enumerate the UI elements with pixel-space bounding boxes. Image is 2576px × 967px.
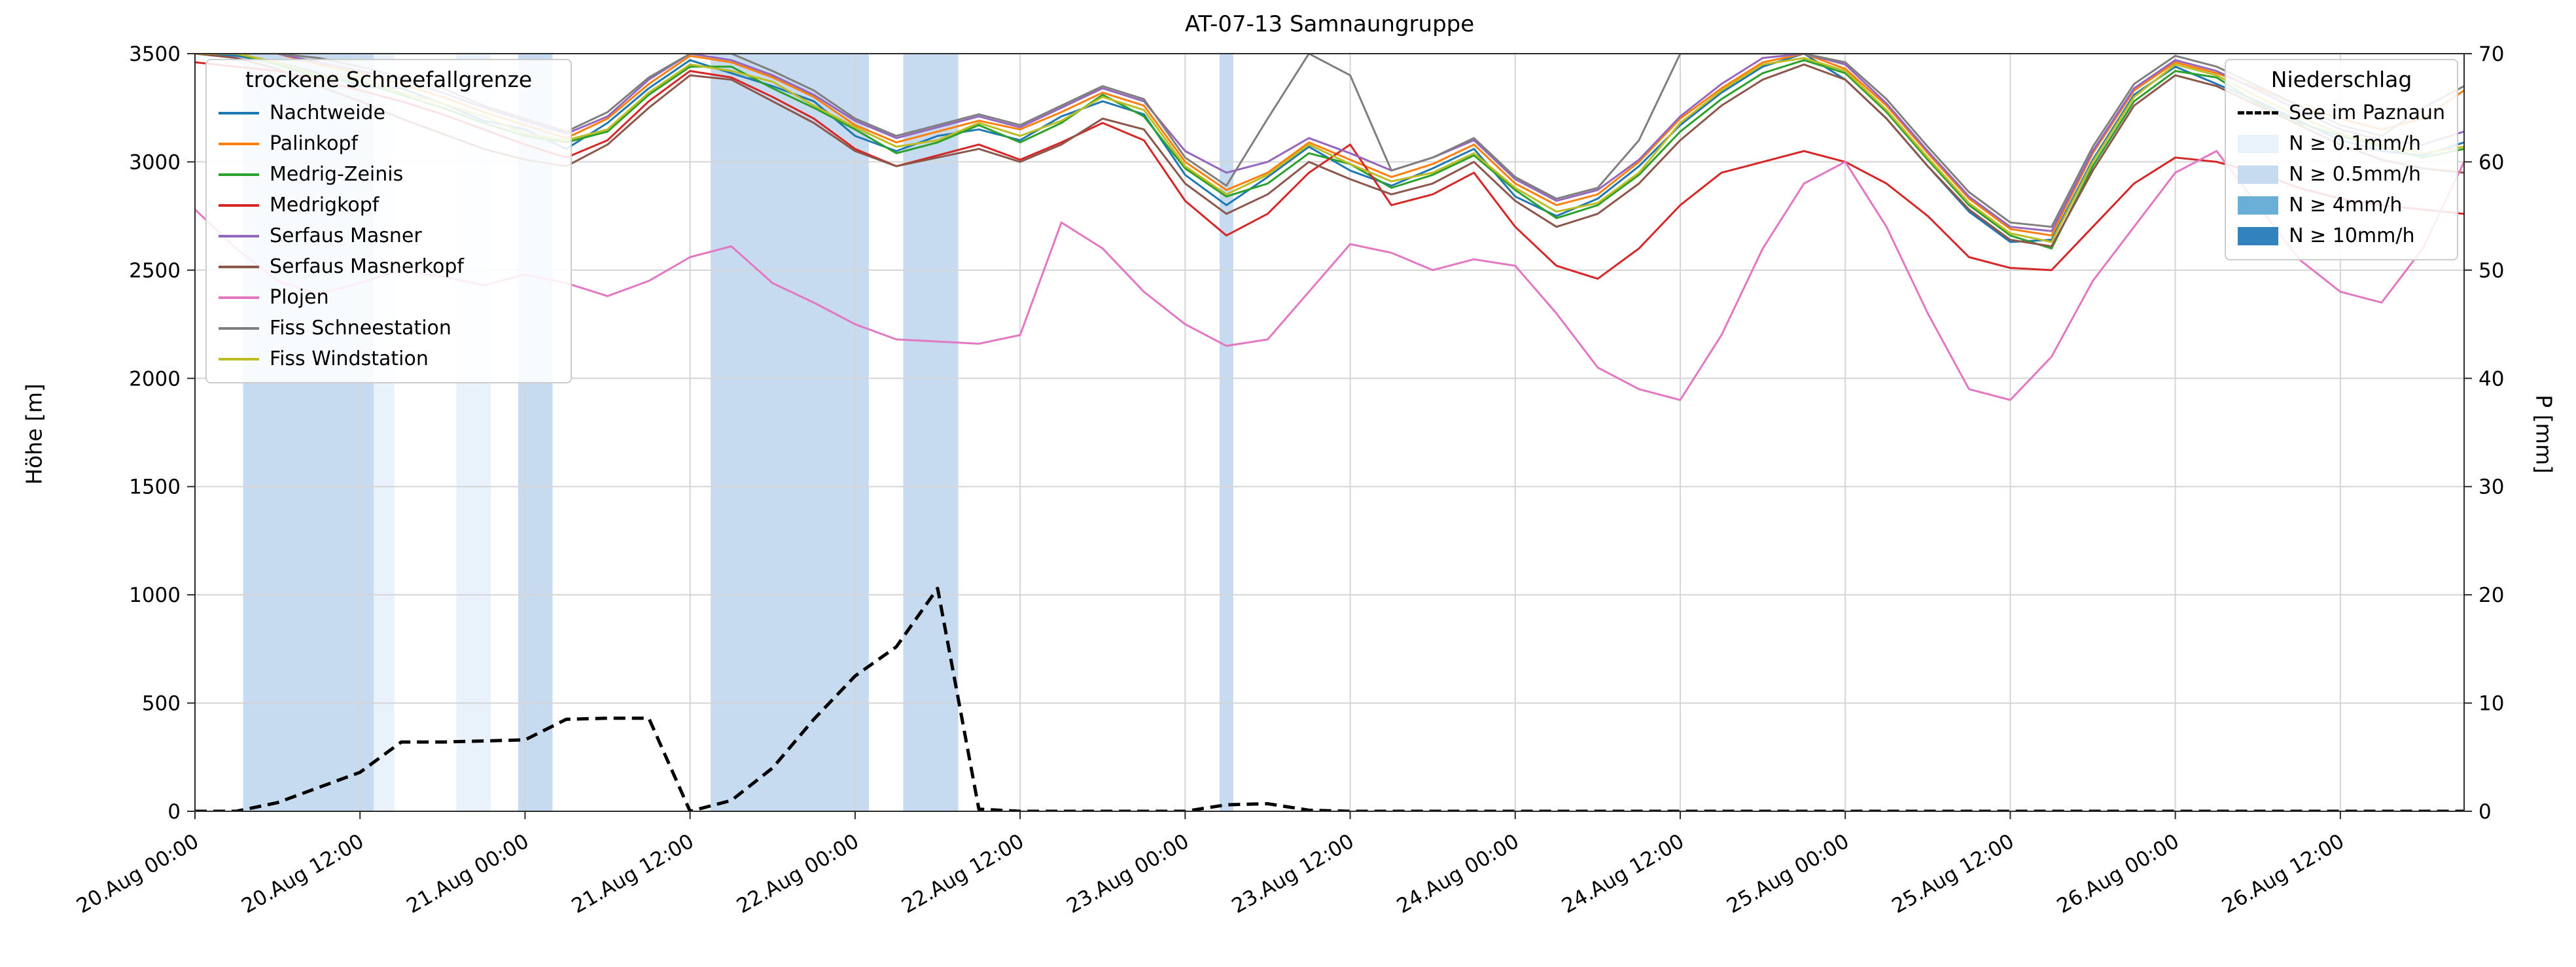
x-tick-label: 23.Aug 12:00 <box>1228 830 1358 919</box>
x-tick-label: 22.Aug 00:00 <box>733 830 863 919</box>
series-line-serfaus-masnerkopf <box>195 54 2464 247</box>
legend-precip-entries: N ≥ 0.1mm/h N ≥ 0.5mm/h N ≥ 4mm/h N ≥ 10mm/… <box>2238 128 2445 251</box>
y-tick-label-left: 0 <box>168 800 181 824</box>
legend-entry-palinkopf: Palinkopf <box>219 128 559 159</box>
legend-snowline: trockene Schneefallgrenze Nachtweide Pali… <box>205 59 572 383</box>
series-line-medrigkopf <box>195 61 2464 280</box>
precip-band <box>711 54 869 811</box>
line-swatch <box>219 173 259 176</box>
legend-snowline-entries: Nachtweide Palinkopf Medrig-Zeinis Medrigko… <box>219 97 559 374</box>
y-tick-label-right: 70 <box>2479 43 2504 66</box>
legend-entry-serfaus-masner: Serfaus Masner <box>219 220 559 251</box>
legend-entry-label: N ≥ 4mm/h <box>2289 194 2403 217</box>
y-tick-label-right: 40 <box>2479 367 2504 391</box>
line-swatch <box>219 265 259 268</box>
legend-entry-label: Palinkopf <box>270 132 359 155</box>
legend-entry-n-4mm-h: N ≥ 4mm/h <box>2238 190 2445 220</box>
x-tick-label: 25.Aug 12:00 <box>1888 830 2018 919</box>
legend-entry-label: N ≥ 10mm/h <box>2289 224 2415 247</box>
legend-entry-label: N ≥ 0.1mm/h <box>2289 132 2422 155</box>
legend-entry-label: Fiss Schneestation <box>270 317 451 340</box>
x-tick-label: 26.Aug 00:00 <box>2053 830 2183 919</box>
legend-entry-label: Plojen <box>270 286 329 309</box>
legend-snowline-title: trockene Schneefallgrenze <box>245 67 533 92</box>
y-tick-label-left: 2000 <box>129 367 181 391</box>
y-tick-label-left: 3500 <box>129 43 181 66</box>
legend-entry-see-im-paznaun: See im Paznaun <box>2238 97 2445 128</box>
patch-swatch <box>2238 196 2279 215</box>
y-tick-label-left: 2500 <box>129 259 181 283</box>
right-axis-label: P [mm] <box>2531 395 2557 474</box>
legend-entry-label: Medrigkopf <box>270 194 379 217</box>
x-tick-label: 20.Aug 12:00 <box>238 830 368 919</box>
x-tick-label: 21.Aug 12:00 <box>568 830 698 919</box>
legend-entry-label: Serfaus Masner <box>270 224 422 247</box>
x-tick-label: 24.Aug 00:00 <box>1393 830 1523 919</box>
line-swatch <box>219 142 259 145</box>
page-title: AT-07-13 Samnaungruppe <box>1184 11 1475 37</box>
series-line-fiss-schneestation <box>195 54 2464 228</box>
y-tick-label-left: 3000 <box>129 150 181 174</box>
line-swatch <box>219 357 259 360</box>
legend-entry-fiss-schneestation: Fiss Schneestation <box>219 313 559 343</box>
y-tick-label-right: 0 <box>2479 800 2492 824</box>
dashed-line-swatch <box>2238 111 2279 114</box>
legend-entry-fiss-windstation: Fiss Windstation <box>219 343 559 374</box>
legend-precip-title: Niederschlag <box>2270 67 2412 92</box>
series-line-fiss-windstation <box>195 54 2464 243</box>
precip-band <box>903 54 959 811</box>
legend-entry-label: Serfaus Masnerkopf <box>270 255 464 278</box>
x-tick-label: 25.Aug 00:00 <box>1723 830 1853 919</box>
y-tick-label-left: 1000 <box>129 584 181 607</box>
patch-swatch <box>2238 226 2279 245</box>
y-tick-label-left: 1500 <box>129 476 181 499</box>
line-swatch <box>219 326 259 330</box>
legend-entry-label: Medrig-Zeinis <box>270 163 404 186</box>
line-swatch <box>219 111 259 114</box>
patch-swatch <box>2238 165 2279 184</box>
legend-entry-label: Fiss Windstation <box>270 347 429 370</box>
y-tick-label-right: 50 <box>2479 259 2504 283</box>
plot-border <box>194 53 2465 812</box>
x-tick-label: 23.Aug 00:00 <box>1063 830 1193 919</box>
legend-entry-n-10mm-h: N ≥ 10mm/h <box>2238 220 2445 251</box>
y-tick-label-right: 20 <box>2479 584 2504 607</box>
line-swatch <box>219 203 259 207</box>
legend-precip: Niederschlag See im Paznaun N ≥ 0.1mm/h N… <box>2225 59 2458 260</box>
legend-entry-medrig-zeinis: Medrig-Zeinis <box>219 159 559 190</box>
x-tick-label: 26.Aug 12:00 <box>2218 830 2348 919</box>
line-swatch <box>219 296 259 299</box>
y-tick-label-right: 60 <box>2479 150 2504 174</box>
legend-entry-serfaus-masnerkopf: Serfaus Masnerkopf <box>219 251 559 282</box>
series-line-palinkopf <box>195 54 2464 237</box>
legend-entry-plojen: Plojen <box>219 282 559 313</box>
x-tick-label: 20.Aug 00:00 <box>73 830 203 919</box>
series-line-plojen <box>195 150 2464 401</box>
legend-entry-label: See im Paznaun <box>2289 101 2445 124</box>
line-swatch <box>219 234 259 237</box>
left-axis-label: Höhe [m] <box>21 383 47 485</box>
x-tick-label: 24.Aug 12:00 <box>1558 830 1688 919</box>
legend-entry-n-0-5mm-h: N ≥ 0.5mm/h <box>2238 159 2445 190</box>
y-tick-label-right: 30 <box>2479 476 2504 499</box>
legend-entry-label: Nachtweide <box>270 101 385 124</box>
series-line-serfaus-masner <box>195 54 2464 232</box>
patch-swatch <box>2238 134 2279 153</box>
legend-entry-n-0-1mm-h: N ≥ 0.1mm/h <box>2238 128 2445 159</box>
y-tick-label-right: 10 <box>2479 692 2504 716</box>
x-tick-label: 22.Aug 12:00 <box>898 830 1028 919</box>
legend-entry-nachtweide: Nachtweide <box>219 97 559 128</box>
x-tick-label: 21.Aug 00:00 <box>402 830 533 919</box>
legend-entry-medrigkopf: Medrigkopf <box>219 190 559 220</box>
y-tick-label-left: 500 <box>142 692 181 716</box>
legend-entry-label: N ≥ 0.5mm/h <box>2289 163 2422 186</box>
precip-band <box>1219 54 1233 811</box>
